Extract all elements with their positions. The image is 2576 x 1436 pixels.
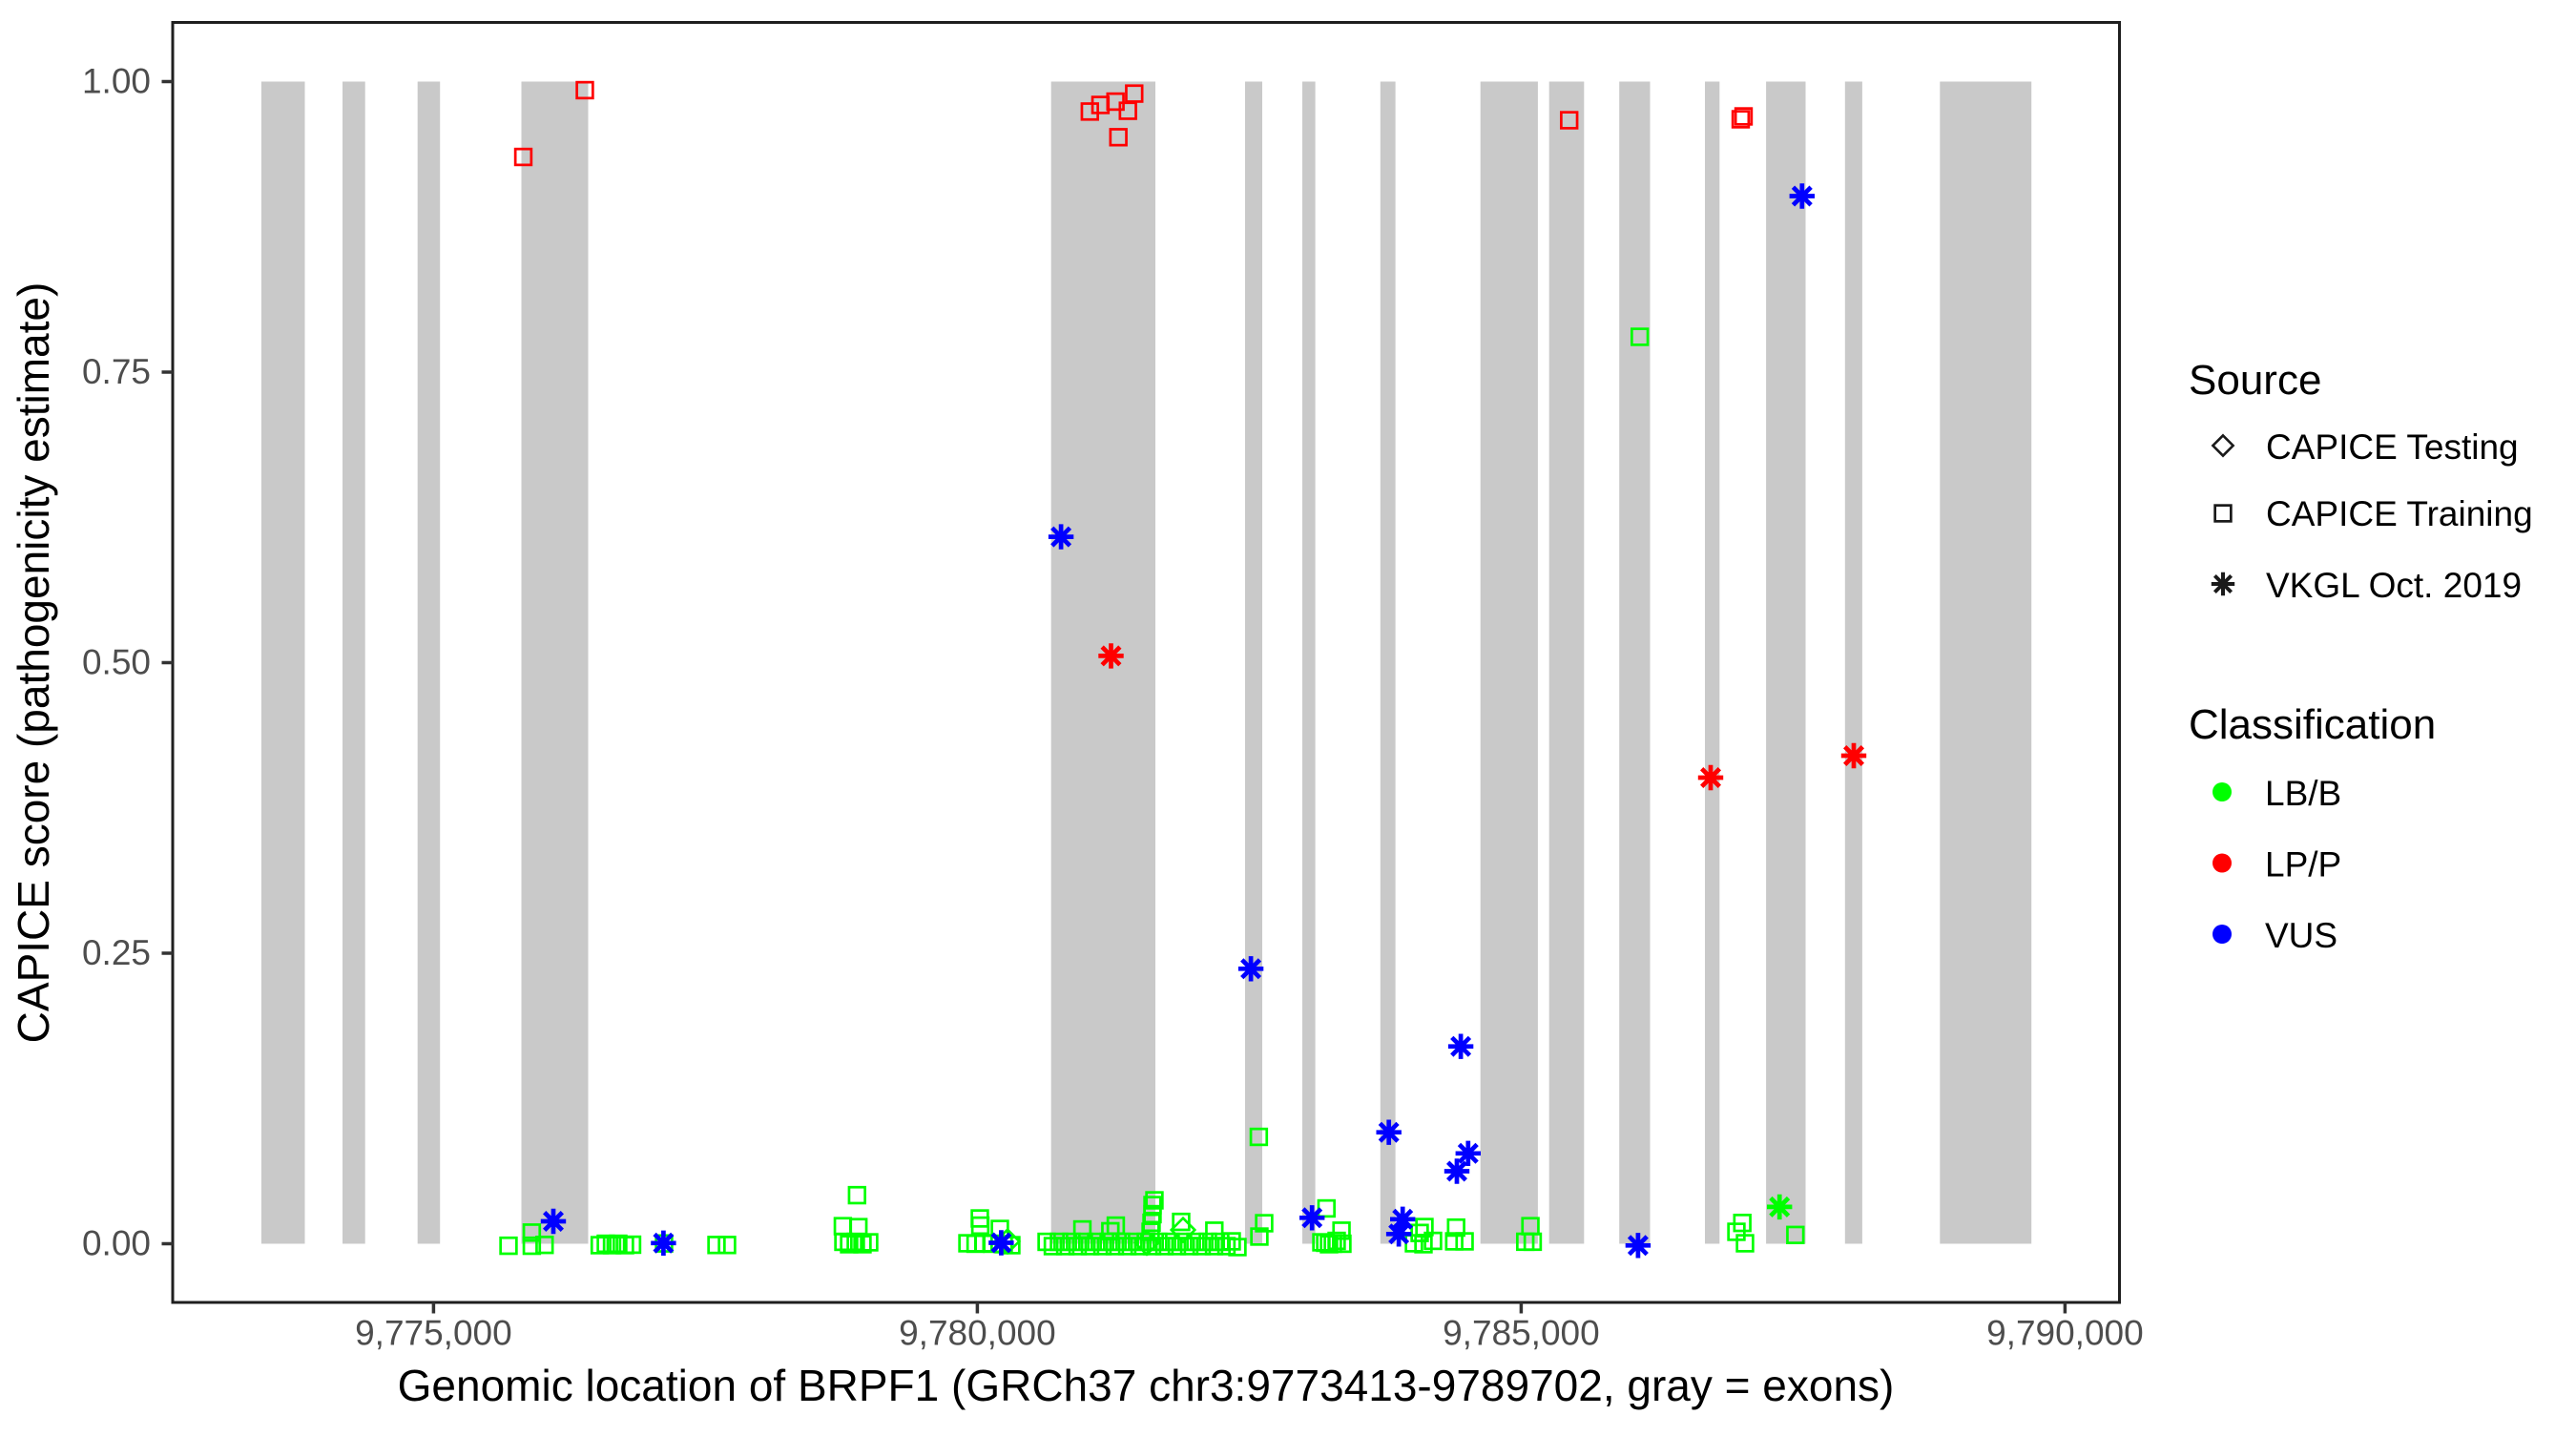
svg-text:VKGL Oct. 2019: VKGL Oct. 2019 [2266,566,2522,605]
svg-text:LP/P: LP/P [2265,845,2341,884]
svg-text:Source: Source [2189,357,2321,404]
svg-text:9,790,000: 9,790,000 [1986,1314,2144,1353]
svg-text:LB/B: LB/B [2265,774,2341,813]
svg-text:VUS: VUS [2265,916,2337,955]
svg-text:Genomic location of BRPF1 (GRC: Genomic location of BRPF1 (GRCh37 chr3:9… [398,1361,1895,1410]
svg-text:0.00: 0.00 [82,1224,151,1263]
svg-text:9,780,000: 9,780,000 [899,1314,1056,1353]
svg-text:9,785,000: 9,785,000 [1443,1314,1600,1353]
svg-text:1.00: 1.00 [82,62,151,101]
svg-text:CAPICE score (pathogenicity es: CAPICE score (pathogenicity estimate) [9,282,58,1044]
svg-text:CAPICE Training: CAPICE Training [2266,494,2533,533]
svg-text:0.25: 0.25 [82,933,151,972]
svg-text:CAPICE Testing: CAPICE Testing [2266,427,2519,467]
svg-text:Classification: Classification [2189,701,2436,748]
svg-text:0.50: 0.50 [82,643,151,682]
svg-text:0.75: 0.75 [82,352,151,391]
svg-text:9,775,000: 9,775,000 [355,1314,512,1353]
